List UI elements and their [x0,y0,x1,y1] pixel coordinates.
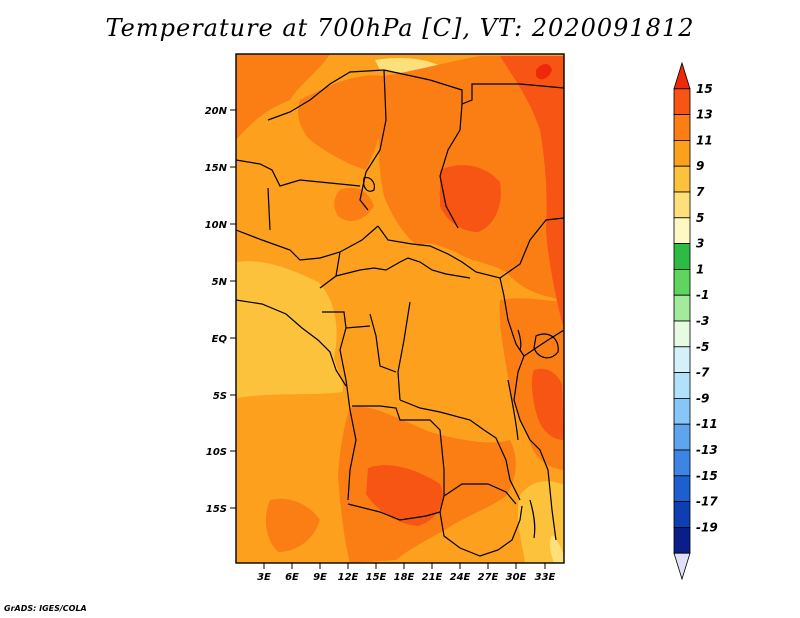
colorbar-swatch [673,320,691,348]
colorbar-label: 1 [696,262,704,276]
lon-label-21e: 21E [422,572,443,583]
colorbar-swatch [673,114,691,141]
colorbar-label: -13 [696,443,718,457]
colorbar-swatch [673,423,691,451]
field-11-13-northwest [236,54,330,140]
lake-malawi [529,499,536,539]
lat-label-10n: 10N [205,220,228,231]
field-15-spot [536,64,552,80]
colorbar-label: 9 [696,159,704,173]
lat-label-15s: 15S [206,504,227,515]
lon-label-15e: 15E [366,572,387,583]
lake-tanganyika [507,379,519,441]
lon-label-27e: 27E [478,572,499,583]
colorbar-label: -9 [696,391,709,405]
colorbar-swatch [673,217,691,245]
field-5-7-southeast [549,535,564,563]
lon-label-12e: 12E [338,572,359,583]
field-11-13-chad [334,187,374,221]
colorbar-swatch [673,165,691,193]
field-13-15-east [531,368,564,440]
map-title: Temperature at 700hPa [C], VT: 202009181… [105,14,695,42]
colorbar-label: -11 [696,417,718,431]
lat-label-5n: 5N [212,277,228,288]
lat-label-15n: 15N [205,163,228,174]
temperature-field [236,54,564,563]
colorbar-swatch [673,191,691,219]
colorbar-swatch [673,243,691,270]
lakes [363,177,559,539]
colorbar-swatch [673,475,691,502]
lon-label-6e: 6E [285,572,299,583]
colorbar-swatch [673,294,691,322]
colorbar-swatch [673,501,691,528]
field-13-15-northeast [500,56,564,330]
colorbar-label: -19 [696,520,718,534]
field-7-9-atlantic [236,261,344,398]
map-frame [235,53,565,564]
colorbar-swatch [673,397,691,425]
lon-label-9e: 9E [313,572,327,583]
field-13-15-sudan [440,165,501,232]
field-11-13-southwest [265,498,320,552]
colorbar-swatch [673,527,691,554]
colorbar-label: -17 [696,495,718,509]
lat-label-10s: 10S [206,447,227,458]
colorbar-label: 7 [696,185,705,199]
lake-victoria [533,333,559,359]
lon-label-24e: 24E [450,572,471,583]
lon-label-30e: 30E [506,572,527,583]
colorbar-swatch [673,372,691,399]
colorbar-label: -5 [696,340,709,354]
lat-label-5s: 5S [213,391,227,402]
field-11-13-north [298,75,387,170]
credit-text: GrADS: IGES/COLA [4,604,87,613]
lon-label-18e: 18E [394,572,415,583]
colorbar-label: -7 [696,366,710,380]
colorbar: 15 13 11 9 7 5 3 1 -1 -3 -5 -7 -9 -11 -13 -15 -17 -19 [673,61,718,581]
longitude-axis: 3E 6E 9E 12E 15E 18E 21E 24E 27E 30E 33E [257,563,556,583]
colorbar-label: -15 [696,469,718,483]
latitude-axis: 20N 15N 10N 5N EQ 5S 10S 15S [205,106,236,515]
lake-albert [517,329,522,351]
colorbar-bottom-arrow [673,552,691,581]
colorbar-swatch [673,139,691,167]
lon-label-33e: 33E [535,572,556,583]
lon-label-3e: 3E [257,572,271,583]
country-borders [236,69,564,557]
colorbar-label: -3 [696,314,709,328]
colorbar-label: 13 [696,108,713,122]
colorbar-label: 11 [696,133,713,147]
colorbar-label: -1 [696,288,709,302]
colorbar-swatch [673,449,691,477]
colorbar-swatch [673,268,691,296]
field-13-15-angola [366,465,443,526]
colorbar-label: 15 [696,82,713,96]
lake-chad [363,177,375,192]
lat-label-eq: EQ [212,334,228,345]
colorbar-label: 3 [696,237,704,251]
colorbar-top-arrow [673,61,691,90]
colorbar-label: 5 [696,211,704,225]
lat-label-20n: 20N [205,106,228,117]
colorbar-swatch [673,88,691,116]
colorbar-swatch [673,346,691,373]
